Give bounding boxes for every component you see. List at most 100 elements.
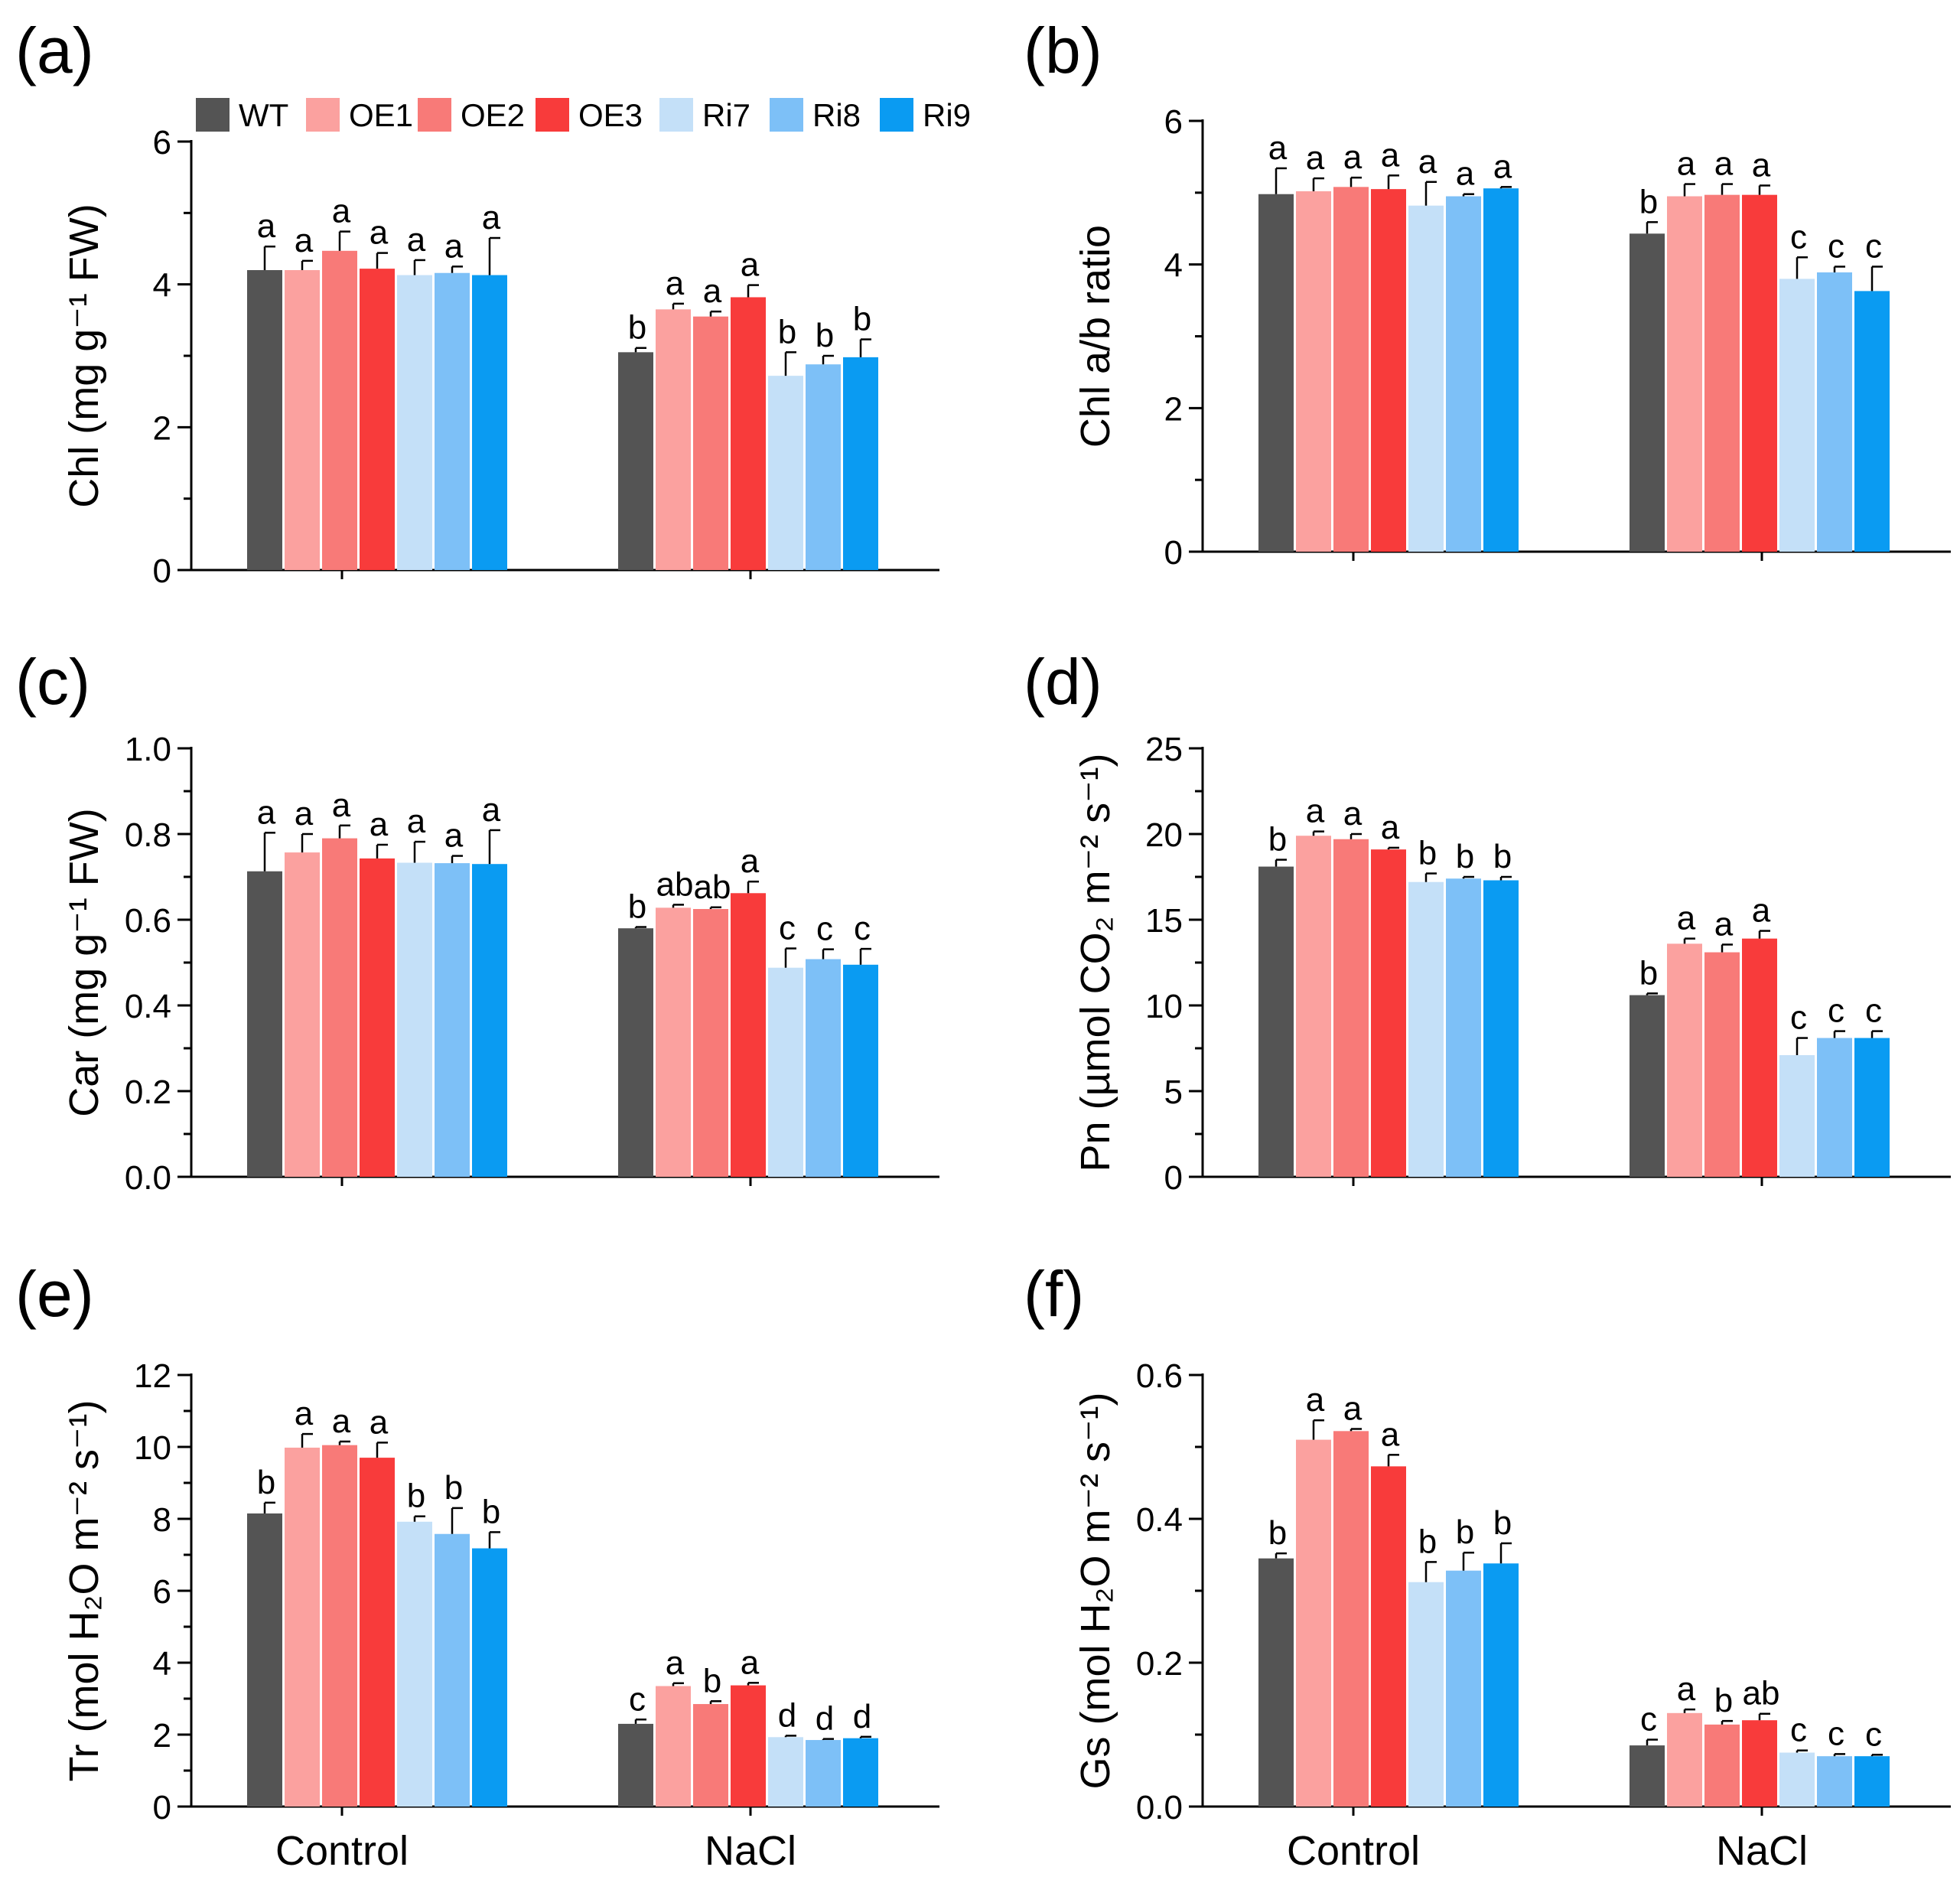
bar-Ri7-Control — [397, 862, 432, 1177]
y-tick-label: 25 — [1145, 731, 1183, 768]
bar-WT-Control — [1258, 1558, 1294, 1807]
bar-Ri8-Control — [435, 1533, 470, 1807]
panel-label: (a) — [15, 15, 94, 86]
legend-label-Ri9: Ri9 — [923, 97, 971, 133]
bar-WT-Control — [1258, 866, 1294, 1177]
bar-Ri8-Control — [435, 272, 470, 570]
significance-letter: a — [1306, 139, 1325, 177]
bar-OE2-Control — [1333, 187, 1369, 552]
significance-letter: c — [1790, 1712, 1807, 1749]
bar-WT-Control — [247, 1513, 282, 1807]
bar-OE3-NaCl — [731, 297, 766, 570]
y-tick-label: 6 — [153, 1573, 171, 1611]
bar-Ri9-Control — [1483, 880, 1519, 1177]
y-axis-label: Gs (mol H₂O m⁻² s⁻¹) — [1073, 1393, 1118, 1790]
bar-OE1-Control — [285, 270, 320, 570]
x-tick-label: NaCl — [1716, 1828, 1808, 1874]
significance-letter: a — [1677, 900, 1696, 937]
significance-letter: b — [1639, 183, 1658, 220]
significance-letter: c — [629, 1680, 646, 1718]
significance-letter: a — [257, 793, 276, 831]
bar-Ri8-NaCl — [806, 364, 841, 570]
y-tick-label: 4 — [1164, 247, 1183, 285]
bar-OE1-NaCl — [656, 309, 691, 570]
significance-letter: b — [1418, 1523, 1437, 1560]
significance-letter: a — [482, 199, 501, 236]
significance-letter: c — [854, 910, 871, 947]
bar-Ri8-NaCl — [806, 1740, 841, 1807]
x-tick-label: NaCl — [705, 1828, 796, 1874]
bar-WT-Control — [1258, 194, 1294, 552]
bar-OE2-Control — [1333, 839, 1369, 1177]
significance-letter: ab — [1743, 1675, 1780, 1712]
legend-swatch-OE3 — [536, 98, 569, 132]
bar-OE1-Control — [1296, 191, 1331, 552]
significance-letter: a — [407, 803, 426, 840]
y-tick-label: 15 — [1145, 902, 1183, 940]
bar-Ri7-Control — [397, 275, 432, 570]
significance-letter: c — [1790, 218, 1807, 256]
significance-letter: c — [816, 911, 833, 948]
panel-label: (d) — [1024, 646, 1102, 718]
significance-letter: b — [853, 301, 871, 338]
legend-swatch-Ri9 — [880, 98, 913, 132]
significance-letter: c — [1790, 999, 1807, 1037]
significance-letter: b — [482, 1493, 500, 1530]
bar-Ri8-NaCl — [806, 959, 841, 1177]
significance-letter: a — [295, 1395, 314, 1432]
bar-Ri8-Control — [1446, 196, 1481, 552]
significance-letter: a — [1306, 793, 1325, 830]
bar-WT-NaCl — [1630, 995, 1665, 1177]
significance-letter: d — [778, 1696, 796, 1734]
y-tick-label: 0.2 — [125, 1074, 171, 1111]
y-tick-label: 0 — [153, 552, 171, 590]
bar-OE1-NaCl — [1667, 943, 1702, 1177]
significance-letter: b — [1714, 1682, 1733, 1719]
panel-label: (c) — [15, 646, 90, 718]
significance-letter: a — [1714, 905, 1734, 943]
significance-letter: a — [703, 272, 722, 310]
significance-letter: b — [628, 888, 646, 926]
significance-letter: c — [1828, 227, 1844, 265]
y-tick-label: 0 — [1164, 1159, 1183, 1197]
bar-Ri9-Control — [472, 864, 507, 1177]
bar-Ri8-Control — [1446, 878, 1481, 1177]
significance-letter: a — [332, 1403, 351, 1440]
y-tick-label: 6 — [153, 124, 171, 161]
significance-letter: b — [1456, 1513, 1474, 1551]
significance-letter: a — [1343, 1390, 1363, 1428]
bar-OE2-NaCl — [1704, 1724, 1740, 1807]
y-tick-label: 0.0 — [1136, 1789, 1183, 1826]
x-tick-label: Control — [275, 1828, 409, 1874]
bar-OE2-NaCl — [1704, 952, 1740, 1177]
bar-OE3-NaCl — [731, 893, 766, 1177]
bar-OE3-NaCl — [731, 1685, 766, 1807]
significance-letter: c — [1640, 1701, 1657, 1738]
significance-letter: a — [370, 1403, 389, 1441]
panel-label: (b) — [1024, 15, 1102, 86]
bar-WT-Control — [247, 871, 282, 1177]
significance-letter: ab — [694, 868, 731, 906]
significance-letter: b — [703, 1662, 721, 1699]
y-axis-label: Chl a/b ratio — [1073, 225, 1118, 448]
significance-letter: a — [482, 791, 501, 829]
significance-letter: a — [1418, 143, 1437, 181]
y-tick-label: 0.4 — [1136, 1501, 1183, 1539]
significance-letter: a — [1343, 795, 1363, 832]
significance-letter: a — [1714, 145, 1734, 183]
bar-OE1-Control — [1296, 1439, 1331, 1807]
bar-Ri9-Control — [1483, 1563, 1519, 1807]
y-tick-label: 10 — [1145, 988, 1183, 1025]
bar-WT-NaCl — [618, 352, 653, 570]
y-tick-label: 0.6 — [1136, 1357, 1183, 1395]
significance-letter: a — [1456, 155, 1475, 193]
significance-letter: a — [666, 1644, 685, 1682]
bar-OE2-Control — [322, 838, 357, 1177]
y-tick-label: 2 — [1164, 390, 1183, 428]
panel-f: (f) 0.0 0.2 0.4 0.6 Control NaCl Gs (mol H₂O m⁻… — [1024, 1258, 1951, 1874]
